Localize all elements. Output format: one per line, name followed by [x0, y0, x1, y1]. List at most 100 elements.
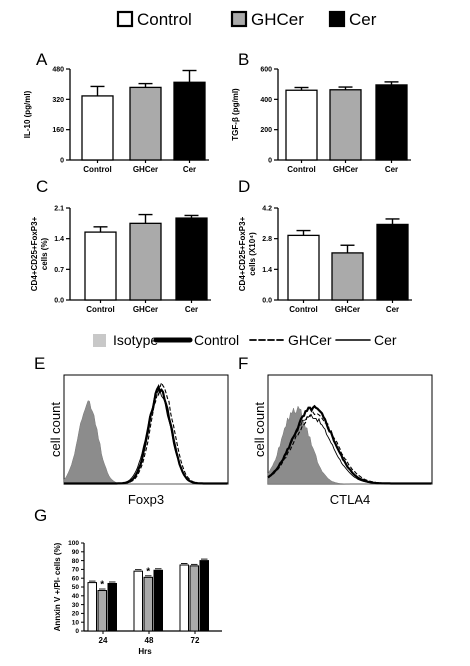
chart-panel-d: D 0.0 1.4 2.8 4.2 Control GHCer Cer CD4+CD25+Fox… — [238, 177, 412, 314]
y-axis-label: Annxin V +/PI- cells (%) — [53, 542, 62, 631]
x-tick-label: 72 — [191, 636, 200, 645]
x-tick-label: Control — [86, 305, 114, 314]
bar-ghcer-48 — [143, 576, 153, 632]
x-axis-label: CTLA4 — [330, 492, 370, 507]
x-axis-label: Foxp3 — [128, 492, 164, 507]
legend-label-control: Control — [194, 332, 239, 348]
bar-control-24 — [87, 582, 97, 632]
x-tick-label: Control — [287, 165, 315, 174]
legend-label-cer: Cer — [349, 10, 377, 29]
chart-panel-a: A 0 160 320 480 Control GHCer Cer IL-10 (pg/ml) — [23, 50, 209, 174]
y-tick-label: 20 — [72, 611, 80, 618]
x-axis-label: Hrs — [138, 647, 152, 656]
y-tick-label: 480 — [52, 67, 64, 74]
bar-control-72 — [179, 564, 189, 632]
bar-control — [285, 89, 318, 161]
x-tick-label: GHCer — [133, 165, 158, 174]
y-tick-label: 2.1 — [54, 206, 64, 213]
y-tick-label: 160 — [52, 127, 64, 134]
bar-ghcer-72 — [189, 565, 199, 632]
significance-mark: * — [100, 580, 104, 591]
histogram-cer — [267, 414, 432, 484]
y-tick-label: 400 — [260, 97, 272, 104]
y-tick-label: 0.7 — [54, 267, 64, 274]
legend-label-control: Control — [137, 10, 192, 29]
y-tick-label: 0.0 — [54, 298, 64, 305]
panel-letter: B — [238, 50, 249, 69]
y-tick-label: 1.4 — [54, 236, 64, 243]
y-tick-label: 0 — [75, 628, 79, 635]
y-axis-label: cell count — [252, 402, 267, 457]
legend-label-cer: Cer — [374, 332, 397, 348]
histogram-cer — [64, 389, 228, 484]
bar-cer-48 — [153, 569, 163, 632]
y-tick-label: 100 — [68, 540, 79, 547]
y-tick-label: 4.2 — [262, 206, 272, 213]
histogram-ghcer — [267, 411, 432, 485]
legend-flow: Isotype Control GHCer Cer — [93, 332, 397, 348]
chart-panel-c: C 0.0 0.7 1.4 2.1 Control GHCer Cer CD4+CD25+Fox… — [30, 177, 211, 314]
y-tick-label: 2.8 — [262, 236, 272, 243]
panel-letter: D — [238, 177, 250, 196]
y-axis-label: TGF-β (pg/ml) — [231, 88, 240, 141]
chart-panel-b: B 0 200 400 600 Control GHCer Cer TGF-β (pg/ml) — [231, 50, 411, 174]
y-tick-label: 200 — [260, 127, 272, 134]
legend-swatch-control — [116, 10, 134, 28]
x-tick-label: 24 — [99, 636, 108, 645]
x-tick-label: GHCer — [333, 165, 358, 174]
panel-letter: C — [36, 177, 48, 196]
y-tick-label: 80 — [72, 558, 80, 565]
bar-ghcer — [129, 86, 162, 161]
panel-letter: F — [238, 354, 248, 373]
panel-letter: E — [34, 354, 45, 373]
legend-label-ghcer: GHCer — [288, 332, 332, 348]
bar-cer — [173, 81, 206, 161]
y-tick-label: 60 — [72, 575, 80, 582]
legend-top: Control GHCer Cer — [116, 10, 377, 29]
bar-control — [287, 234, 320, 301]
x-tick-label: Control — [83, 165, 111, 174]
legend-label-ghcer: GHCer — [251, 10, 304, 29]
bar-cer — [376, 223, 409, 301]
y-tick-label: 70 — [72, 567, 80, 574]
panel-letter: G — [34, 506, 47, 525]
x-tick-label: GHCer — [133, 305, 158, 314]
x-tick-label: Cer — [385, 165, 398, 174]
legend-swatch-isotype — [93, 334, 106, 347]
x-tick-label: GHCer — [335, 305, 360, 314]
y-tick-label: 1.4 — [262, 267, 272, 274]
y-tick-label: 0.0 — [262, 298, 272, 305]
y-axis-label: IL-10 (pg/ml) — [23, 90, 32, 138]
bar-cer — [175, 217, 208, 301]
significance-mark: * — [146, 566, 150, 577]
bar-cer — [375, 84, 408, 161]
bar-control — [84, 231, 117, 301]
y-tick-label: 0 — [60, 158, 64, 165]
y-tick-label: 90 — [72, 549, 80, 556]
y-tick-label: 40 — [72, 593, 80, 600]
y-tick-label: 600 — [260, 67, 272, 74]
bar-control-48 — [133, 570, 143, 632]
x-tick-label: Cer — [183, 165, 196, 174]
panel-letter: A — [36, 50, 48, 69]
y-axis-label: CD4+CD25+FoxP3+cells (%) — [30, 216, 49, 291]
bar-ghcer — [331, 252, 364, 301]
bar-ghcer — [129, 222, 162, 301]
legend-swatch-cer — [328, 10, 346, 28]
y-tick-label: 30 — [72, 602, 80, 609]
x-tick-label: Control — [289, 305, 317, 314]
bar-control — [81, 95, 114, 161]
bar-cer-24 — [107, 582, 117, 632]
bar-cer-72 — [199, 560, 209, 632]
legend-swatch-ghcer — [230, 10, 248, 28]
y-axis-label: CD4+CD25+FoxP3+cells (X10⁴) — [238, 216, 257, 291]
y-tick-label: 50 — [72, 584, 80, 591]
x-tick-label: 48 — [145, 636, 154, 645]
y-tick-label: 10 — [72, 619, 80, 626]
y-tick-label: 0 — [268, 158, 272, 165]
x-tick-label: Cer — [185, 305, 198, 314]
bar-ghcer-24 — [97, 590, 107, 632]
y-tick-label: 320 — [52, 97, 64, 104]
